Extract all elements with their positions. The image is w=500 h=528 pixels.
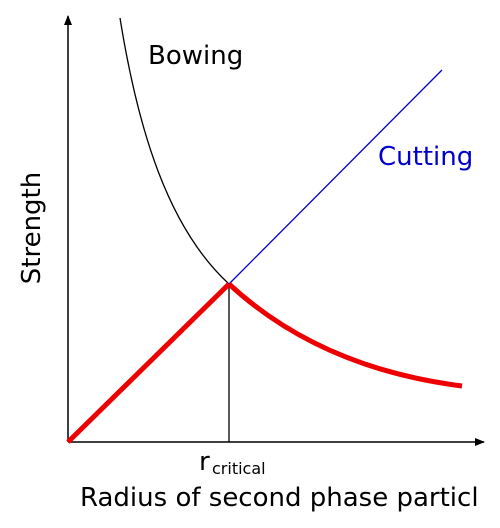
cutting-label: Cutting xyxy=(378,142,473,172)
bowing-curve xyxy=(119,17,230,285)
bowing-label: Bowing xyxy=(148,41,243,71)
critical-symbol: r xyxy=(199,447,210,477)
strength-rising xyxy=(66,282,231,444)
x-label: Radius of second phase particl xyxy=(80,483,479,513)
critical-subscript: critical xyxy=(212,459,266,478)
strength-falling xyxy=(227,282,463,389)
cutting-line xyxy=(228,69,443,285)
y-label: Strength xyxy=(17,172,47,284)
